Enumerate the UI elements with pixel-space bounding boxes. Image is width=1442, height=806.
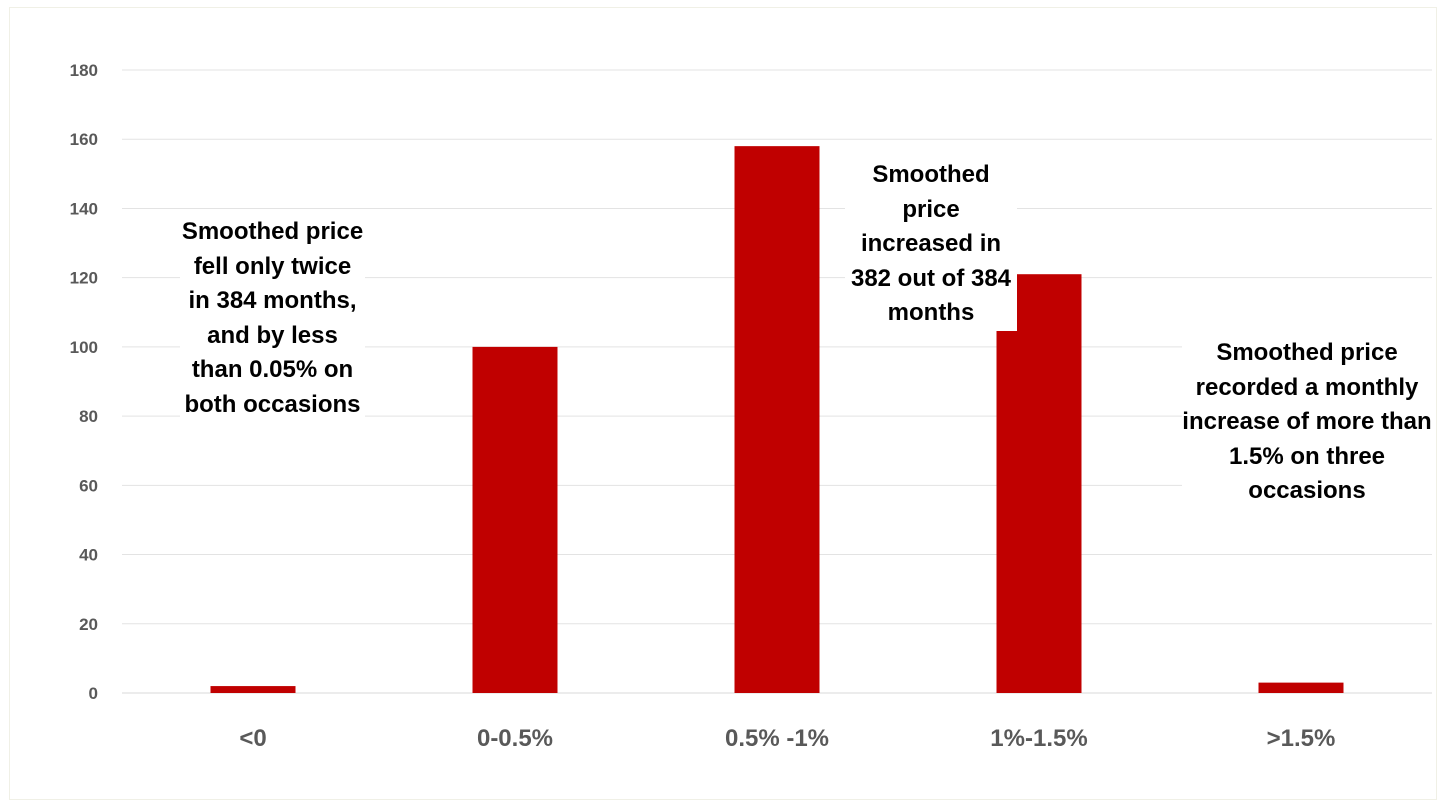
annotation-increased-382: Smoothed price increased in 382 out of 3… <box>845 158 1017 331</box>
x-tick-label: 0.5% -1% <box>725 725 829 752</box>
y-tick-label: 20 <box>79 615 98 634</box>
bar <box>210 686 296 693</box>
y-tick-label: 160 <box>70 130 98 149</box>
annotation-over-1-5: Smoothed price recorded a monthly increa… <box>1182 336 1432 509</box>
x-tick-label: 1%-1.5% <box>990 725 1087 752</box>
y-tick-label: 120 <box>70 269 98 288</box>
bar <box>734 146 820 694</box>
y-tick-label: 180 <box>70 61 98 80</box>
annotation-fell-twice: Smoothed price fell only twice in 384 mo… <box>180 215 365 422</box>
y-tick-label: 140 <box>70 199 98 218</box>
x-tick-label: >1.5% <box>1267 725 1336 752</box>
y-tick-label: 0 <box>89 684 98 703</box>
x-tick-label: 0-0.5% <box>477 725 553 752</box>
bar <box>996 274 1082 693</box>
y-tick-label: 100 <box>70 338 98 357</box>
y-tick-label: 80 <box>79 407 98 426</box>
y-tick-label: 40 <box>79 546 98 565</box>
bar <box>1258 682 1344 693</box>
x-tick-label: <0 <box>239 725 266 752</box>
y-tick-label: 60 <box>79 476 98 495</box>
bar <box>472 346 558 693</box>
